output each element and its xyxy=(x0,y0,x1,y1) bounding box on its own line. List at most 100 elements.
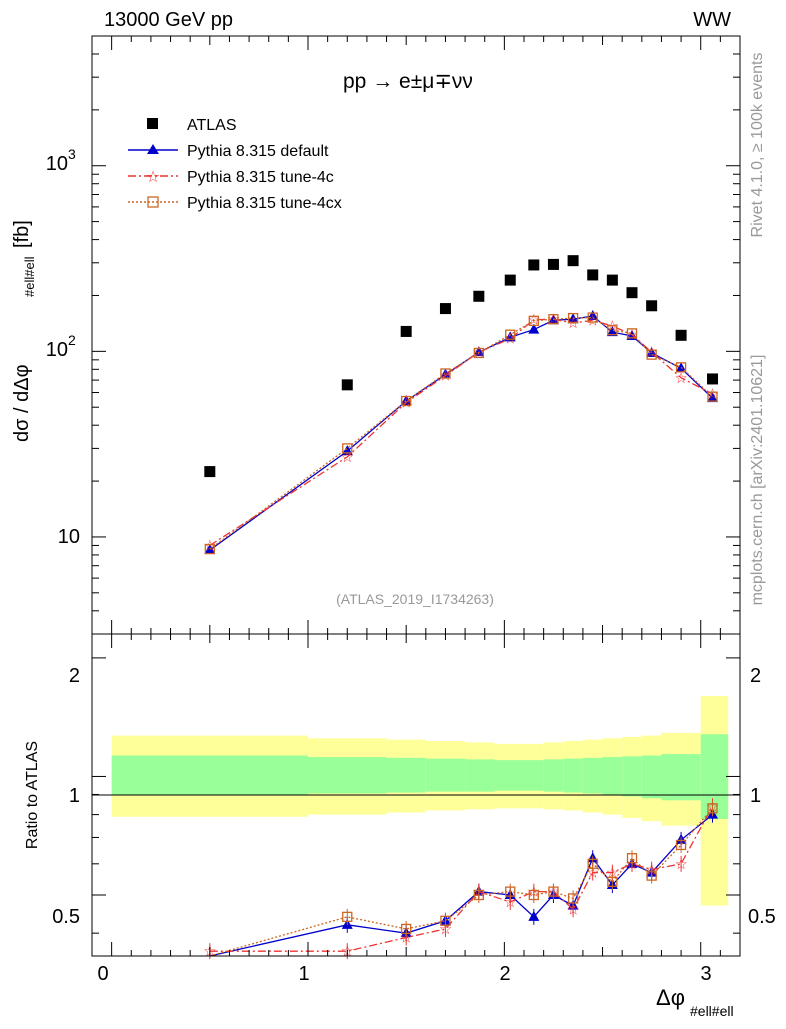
series-point-3 xyxy=(440,368,451,379)
ratio-point-3 xyxy=(646,870,657,881)
ratio-point-3 xyxy=(401,923,412,935)
ratio-band-inner xyxy=(524,760,544,791)
series-point-3 xyxy=(505,329,516,340)
ratio-band-inner xyxy=(661,754,701,801)
ratio-y-tick-label-0-5: 0.5 xyxy=(52,906,80,928)
ratio-point-3 xyxy=(440,915,451,926)
ratio-band-inner xyxy=(582,757,603,794)
atlas-data-point xyxy=(675,329,687,341)
atlas-data-point xyxy=(547,258,559,270)
ratio-y-tick-label-2: 2 xyxy=(69,665,80,687)
ratio-series-layer: ☆ ☆☆☆☆☆☆ ☆☆☆ ☆☆ ☆ ☆☆ xyxy=(203,798,719,960)
series-line-3 xyxy=(209,316,713,550)
ratio-uncertainty-bands xyxy=(111,696,729,906)
series-point-3 xyxy=(587,312,598,323)
x-tick-label-0: 0 xyxy=(97,963,108,985)
process-label: pp → e±μ∓νν xyxy=(343,70,473,93)
main-y-tick-label-100: 10 xyxy=(46,339,68,361)
series-point-2: ☆ xyxy=(586,312,599,329)
legend-marker-tune-4cx xyxy=(147,196,159,208)
legend-label-tune-4c: Pythia 8.315 tune-4c xyxy=(187,169,334,186)
ratio-point-2: ☆ xyxy=(504,894,517,911)
ratio-point-3 xyxy=(548,886,559,897)
legend-marker-atlas xyxy=(147,118,158,129)
header-process-label: WW xyxy=(693,9,731,31)
ratio-y-tick-label-1: 1 xyxy=(69,785,80,807)
ratio-band-inner xyxy=(563,758,583,793)
series-point-3 xyxy=(646,349,657,360)
ratio-band-inner xyxy=(602,757,623,795)
mcplots-label: mcplots.cern.ch [arXiv:2401.10621] xyxy=(749,355,766,606)
tick-marks xyxy=(92,35,740,956)
main-y-tick-label-10: 10 xyxy=(58,526,80,548)
atlas-data-point xyxy=(567,255,579,267)
series-point-3 xyxy=(626,328,638,339)
atlas-data-point xyxy=(587,269,599,281)
analysis-tag: (ATLAS_2019_I1734263) xyxy=(336,591,494,607)
main-y-tick-label-1000: 10 xyxy=(46,153,68,175)
ratio-point-3 xyxy=(607,876,618,887)
legend-marker-default xyxy=(147,144,159,154)
ratio-point-3 xyxy=(567,893,579,904)
series-point-3 xyxy=(607,325,618,336)
atlas-data-point xyxy=(473,290,485,302)
atlas-data-point xyxy=(504,274,516,286)
atlas-data-point xyxy=(439,303,451,315)
atlas-data-point xyxy=(606,274,618,286)
ratio-y-tick-label-right-1: 1 xyxy=(750,785,761,807)
header-energy-label: 13000 GeV pp xyxy=(104,9,233,31)
legend-label-default: Pythia 8.315 default xyxy=(187,143,329,160)
main-y-tick-exp-100: 2 xyxy=(68,332,76,348)
ratio-point-2: ☆ xyxy=(566,901,579,918)
series-layer: ☆☆☆☆☆☆☆ ☆ ☆ ☆ ☆☆☆☆☆ xyxy=(203,255,719,554)
ratio-y-tick-label-right-2: 2 xyxy=(750,665,761,687)
legend-label-atlas: ATLAS xyxy=(187,117,237,134)
ratio-point-3 xyxy=(626,853,638,864)
legend-marker-tune-4c: ☆ xyxy=(146,169,160,186)
x-tick-label-3: 3 xyxy=(700,963,711,985)
series-point-2: ☆ xyxy=(399,395,412,412)
ratio-band-inner xyxy=(622,756,642,797)
ratio-point-3 xyxy=(505,886,516,897)
ratio-point-1 xyxy=(528,910,540,921)
ratio-band-inner xyxy=(494,760,524,791)
ratio-point-3 xyxy=(528,889,539,901)
series-point-3 xyxy=(675,362,687,373)
ratio-point-3 xyxy=(707,803,718,814)
atlas-data-point xyxy=(204,466,216,478)
ratio-y-tick-label-right-0-5: 0.5 xyxy=(748,906,776,928)
series-point-2: ☆ xyxy=(674,370,687,387)
svg-text:dσ / dΔφ: dσ / dΔφ xyxy=(11,364,33,442)
series-point-3 xyxy=(401,395,412,407)
ratio-band-inner xyxy=(111,755,309,796)
atlas-data-point xyxy=(528,259,540,271)
series-point-1 xyxy=(606,326,618,337)
atlas-data-point xyxy=(646,300,658,312)
series-point-3 xyxy=(204,543,215,555)
series-point-3 xyxy=(548,314,559,325)
legend: ATLAS Pythia 8.315 default ☆ Pythia 8.31… xyxy=(128,117,342,212)
main-y-axis-title-text: dσ / dΔφ xyxy=(11,364,33,442)
atlas-data-point xyxy=(341,379,353,391)
ratio-band-inner xyxy=(386,757,426,793)
series-point-2: ☆ xyxy=(566,315,579,332)
x-tick-label-1: 1 xyxy=(298,963,309,985)
series-point-2: ☆ xyxy=(645,344,658,361)
main-y-axis-title-sub: #ell#ell xyxy=(22,256,37,297)
x-axis-title: Δφ xyxy=(656,985,685,1010)
ratio-band-inner xyxy=(425,758,466,792)
ratio-point-2: ☆ xyxy=(674,856,687,873)
ratio-band-inner xyxy=(308,757,387,794)
series-point-3 xyxy=(342,443,353,454)
series-point-2: ☆ xyxy=(706,386,719,403)
ratio-band-inner xyxy=(641,755,662,799)
main-y-axis-title: dσ / dΔφ #ell#ell [fb] xyxy=(11,220,37,442)
main-y-axis-title-unit: [fb] xyxy=(11,220,33,248)
ratio-point-3 xyxy=(473,889,484,901)
ratio-point-3 xyxy=(675,839,687,851)
x-tick-label-2: 2 xyxy=(499,963,510,985)
rivet-version-label: Rivet 4.1.0, ≥ 100k events xyxy=(749,53,766,238)
series-point-1 xyxy=(473,346,485,357)
series-point-2: ☆ xyxy=(625,327,638,344)
atlas-data-point xyxy=(400,325,412,337)
